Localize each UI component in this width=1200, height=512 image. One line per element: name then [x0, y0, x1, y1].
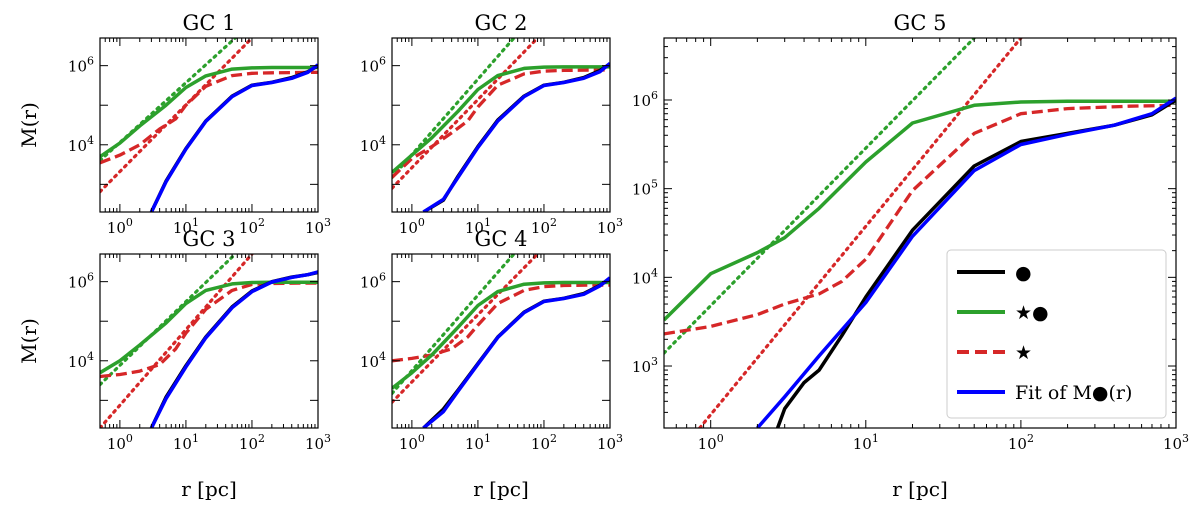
- series-line-5: [100, 254, 254, 428]
- x-tick-label: 100: [107, 216, 133, 237]
- x-tick-label: 102: [239, 432, 265, 453]
- x-axis-label: r [pc]: [181, 477, 237, 501]
- series-line-3: [422, 61, 610, 212]
- series-line-2: [392, 68, 610, 179]
- y-tick-label: 103: [632, 355, 658, 376]
- series-line-5: [392, 254, 540, 404]
- axes-frame: [99, 253, 319, 429]
- axes-frame: [391, 253, 611, 429]
- x-tick-label: 100: [399, 216, 425, 237]
- series-line-0: [149, 64, 318, 212]
- series-line-1: [392, 280, 610, 390]
- series-line-4: [664, 38, 976, 355]
- y-tick-label: 104: [360, 350, 386, 371]
- y-tick-label: 104: [360, 134, 386, 155]
- legend: ● ★● ★ Fit of M●(r): [946, 249, 1167, 419]
- series-line-3: [422, 276, 610, 428]
- x-tick-label: 103: [597, 432, 623, 453]
- y-tick-label: 104: [632, 266, 658, 287]
- panel-1: 100 101 102 103 104 106 GC 1 M(r): [17, 11, 331, 237]
- y-tick-label: 104: [68, 350, 94, 371]
- panel-2: 100 101 102 103 104 106 GC 2: [360, 11, 623, 237]
- y-tick-label: 106: [360, 55, 386, 76]
- series-line-3: [149, 270, 318, 428]
- x-tick-label: 101: [853, 432, 879, 453]
- x-tick-label: 101: [465, 216, 491, 237]
- legend-label: ★: [1015, 342, 1032, 364]
- x-tick-label: 101: [173, 216, 199, 237]
- series-line-3: [149, 63, 318, 212]
- y-axis-label: M(r): [17, 102, 41, 148]
- x-tick-label: 101: [465, 432, 491, 453]
- x-axis-label: r [pc]: [473, 477, 529, 501]
- x-tick-label: 101: [173, 432, 199, 453]
- x-tick-label: 103: [305, 216, 331, 237]
- panel-title: GC 3: [183, 227, 236, 251]
- x-tick-label: 102: [239, 216, 265, 237]
- series-line-5: [100, 38, 254, 194]
- series-line-2: [100, 281, 318, 379]
- y-tick-label: 106: [68, 271, 94, 292]
- panel-title: GC 5: [894, 11, 947, 35]
- panel-title: GC 2: [475, 11, 528, 35]
- y-tick-label: 105: [632, 178, 658, 199]
- x-axis-label: r [pc]: [892, 477, 948, 501]
- y-axis-label: M(r): [17, 318, 41, 364]
- legend-label: Fit of M●(r): [1015, 382, 1132, 404]
- panel-title: GC 1: [183, 11, 236, 35]
- series-line-5: [392, 38, 540, 190]
- series-line-1: [392, 65, 610, 174]
- x-tick-label: 102: [531, 216, 557, 237]
- panel-4: 100 101 102 103 104 106 GC 4 r [pc]: [360, 227, 623, 501]
- series-line-5: [698, 38, 1023, 428]
- axes-frame: [99, 37, 319, 213]
- y-tick-label: 106: [68, 55, 94, 76]
- legend-label: ●: [1015, 262, 1032, 284]
- x-tick-label: 102: [1008, 432, 1034, 453]
- series-line-1: [100, 65, 318, 159]
- x-tick-label: 100: [698, 432, 724, 453]
- series-line-1: [664, 99, 1176, 322]
- series-line-0: [422, 277, 610, 428]
- series-group: [664, 38, 1176, 428]
- x-tick-label: 102: [531, 432, 557, 453]
- panel-3: 100 101 102 103 104 106 GC 3 r [pc] M(r): [17, 227, 331, 501]
- axes-frame: [391, 37, 611, 213]
- y-tick-label: 106: [360, 271, 386, 292]
- series-line-3: [756, 96, 1176, 428]
- legend-box: [946, 249, 1167, 419]
- panel-5: 100 101 102 103 103 104 105 106 GC 5 r [pc] ● ★● ★ Fi…: [632, 11, 1189, 501]
- x-tick-label: 103: [597, 216, 623, 237]
- panel-title: GC 4: [475, 227, 528, 251]
- x-tick-label: 100: [107, 432, 133, 453]
- series-group: [100, 254, 318, 428]
- series-group: [100, 38, 318, 212]
- x-tick-label: 103: [1163, 432, 1189, 453]
- y-tick-label: 104: [68, 134, 94, 155]
- series-line-1: [100, 280, 318, 375]
- series-line-2: [392, 283, 610, 363]
- series-group: [392, 254, 610, 428]
- series-line-2: [664, 103, 1176, 336]
- series-group: [392, 38, 610, 212]
- legend-label: ★●: [1015, 302, 1049, 324]
- x-tick-label: 103: [305, 432, 331, 453]
- series-line-2: [100, 70, 318, 165]
- axes-frame: [663, 37, 1177, 429]
- y-tick-label: 106: [632, 89, 658, 110]
- x-tick-label: 100: [399, 432, 425, 453]
